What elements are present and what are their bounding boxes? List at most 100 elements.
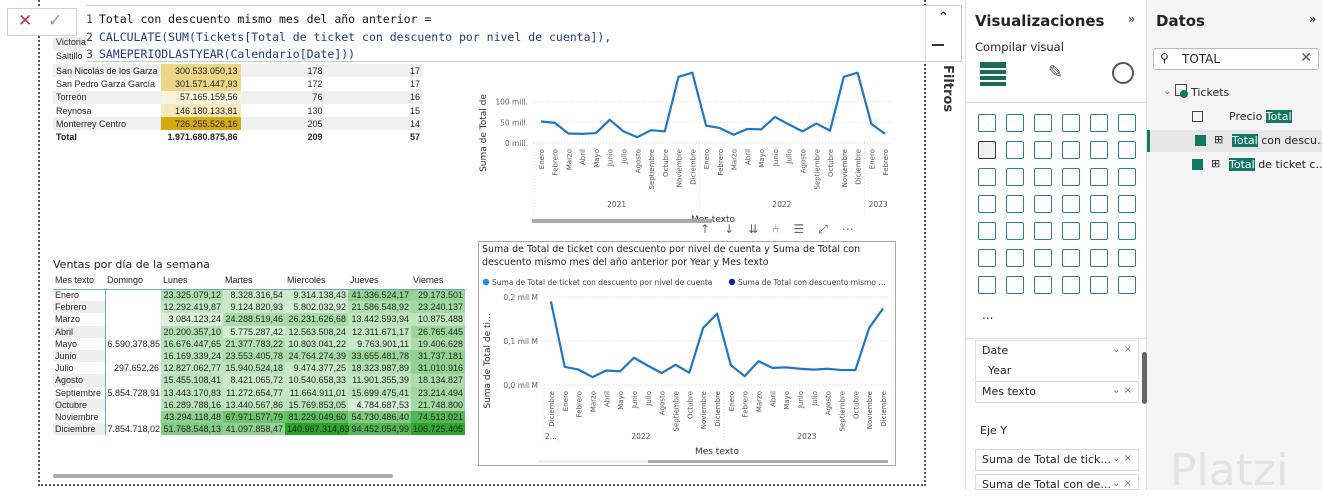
line-column-visual-icon[interactable] xyxy=(1090,141,1108,159)
clustered-column-visual-icon[interactable] xyxy=(1062,114,1080,132)
field-checkbox[interactable] xyxy=(1195,135,1206,146)
visual-toolbar-button[interactable]: ☰ xyxy=(793,222,804,237)
table-horizontal-scrollbar[interactable] xyxy=(53,474,393,478)
100-bar-visual-icon[interactable] xyxy=(1090,114,1108,132)
qa-visual-icon[interactable] xyxy=(1062,249,1080,267)
line-clustered-visual-icon[interactable] xyxy=(1118,141,1136,159)
key-influencers-visual-icon[interactable] xyxy=(1006,249,1024,267)
stacked-bar-visual-icon[interactable] xyxy=(978,114,996,132)
well-y1[interactable]: Suma de Total de tick...⌄ × xyxy=(975,449,1139,471)
visual-toolbar-button[interactable]: ⋯ xyxy=(842,222,854,237)
well-mes-texto[interactable]: Mes texto⌄ × xyxy=(975,381,1139,403)
remove-field-icon[interactable]: ⌄ × xyxy=(1112,453,1132,464)
fields-tab-icon[interactable] xyxy=(980,62,1006,86)
donut-visual-icon[interactable] xyxy=(1118,168,1136,186)
remove-field-icon[interactable]: ⌄ × xyxy=(1112,344,1132,355)
gauge-visual-icon[interactable] xyxy=(1090,195,1108,213)
power-apps-visual-icon[interactable] xyxy=(1062,276,1080,294)
clear-search-icon[interactable]: ✕ xyxy=(1300,50,1312,66)
field-item[interactable]: ⊞Total con descu... xyxy=(1147,130,1322,152)
card-visual-icon[interactable] xyxy=(1118,195,1136,213)
remove-field-icon[interactable]: ⌄ × xyxy=(1112,478,1132,489)
100-column-visual-icon[interactable] xyxy=(1118,114,1136,132)
pie-visual-icon[interactable] xyxy=(1090,168,1108,186)
table-name-tickets[interactable]: Tickets xyxy=(1191,86,1229,99)
format-tab-icon[interactable]: ✎ xyxy=(1048,62,1063,83)
visual-toolbar-button[interactable]: ⇊ xyxy=(748,222,758,237)
kpi-visual-icon[interactable] xyxy=(1006,222,1024,240)
visual-toolbar-button[interactable]: ⤢ xyxy=(818,222,828,237)
metrics-visual-icon[interactable] xyxy=(1006,276,1024,294)
matrix-visual-icon[interactable] xyxy=(1090,222,1108,240)
ribbon-visual-icon[interactable] xyxy=(1062,141,1080,159)
clustered-bar-visual-icon[interactable] xyxy=(1034,114,1052,132)
stacked-area-visual-icon[interactable] xyxy=(1034,141,1052,159)
funnel-col-visual-icon[interactable] xyxy=(1006,168,1024,186)
chart-scrollbar-thumb[interactable] xyxy=(648,460,888,463)
field-search-input[interactable]: ⚲ TOTAL ✕ xyxy=(1153,48,1319,70)
analytics-tab-icon[interactable] xyxy=(1112,62,1134,84)
field-item[interactable]: Precio Total xyxy=(1147,106,1322,128)
narrative-visual-icon[interactable] xyxy=(1090,249,1108,267)
field-checkbox[interactable] xyxy=(1192,111,1203,122)
field-item[interactable]: ⊞Total de ticket c... xyxy=(1147,154,1322,176)
chart-scrollbar-thumb[interactable] xyxy=(532,219,712,223)
visual-toolbar-button[interactable]: ↑ xyxy=(700,222,710,237)
cancel-icon[interactable]: ✕ xyxy=(18,11,32,31)
funnel-visual-icon[interactable] xyxy=(1034,168,1052,186)
scatter-visual-icon[interactable] xyxy=(1062,168,1080,186)
more-tools-visual-icon[interactable] xyxy=(1118,276,1136,294)
waterfall-visual-icon[interactable] xyxy=(978,168,996,186)
map-visual-icon[interactable] xyxy=(1006,195,1024,213)
filled-map-visual-icon[interactable] xyxy=(1034,195,1052,213)
decomposition-tree-visual-icon[interactable] xyxy=(1034,249,1052,267)
paginated-visual-icon[interactable] xyxy=(978,276,996,294)
more-visuals-button[interactable]: ... xyxy=(982,308,993,322)
remove-field-icon[interactable]: ⌄ × xyxy=(1112,385,1132,396)
treemap-visual-icon[interactable] xyxy=(978,195,996,213)
area-visual-icon[interactable] xyxy=(1006,141,1024,159)
stacked-column-visual-icon[interactable] xyxy=(1006,114,1024,132)
filter-slicer-visual-icon[interactable] xyxy=(1034,276,1052,294)
python-visual-icon[interactable] xyxy=(978,249,996,267)
r-visual-visual-icon[interactable] xyxy=(1118,222,1136,240)
multirow-card-visual-icon[interactable] xyxy=(978,222,996,240)
minimize-icon[interactable] xyxy=(932,44,944,46)
visual-toolbar-button[interactable]: ↓ xyxy=(724,222,734,237)
field-checkbox[interactable] xyxy=(1192,159,1203,170)
expand-chevron-icon[interactable]: ⌄ xyxy=(1163,86,1171,97)
slicer-visual-icon[interactable] xyxy=(1034,222,1052,240)
azure-map-visual-icon[interactable] xyxy=(1062,195,1080,213)
table-visual-icon[interactable] xyxy=(1062,222,1080,240)
goals-visual-icon[interactable] xyxy=(1118,249,1136,267)
collapse-visualizations-icon[interactable]: » xyxy=(1128,12,1135,26)
collapse-formula-icon[interactable]: ⌃ xyxy=(938,10,949,25)
well-date[interactable]: Date⌄ × Year xyxy=(975,340,1139,380)
power-automate-visual-icon[interactable] xyxy=(1090,276,1108,294)
well-y2[interactable]: Suma de Total con de...⌄ × xyxy=(975,474,1139,490)
line-chart-bottom[interactable]: Suma de Total de ticket con descuento po… xyxy=(478,241,896,466)
visual-toolbar-button[interactable]: ⑃ xyxy=(772,222,779,237)
commit-check-icon[interactable]: ✓ xyxy=(48,11,62,31)
filters-pane-collapsed[interactable]: Filtros xyxy=(940,65,955,112)
